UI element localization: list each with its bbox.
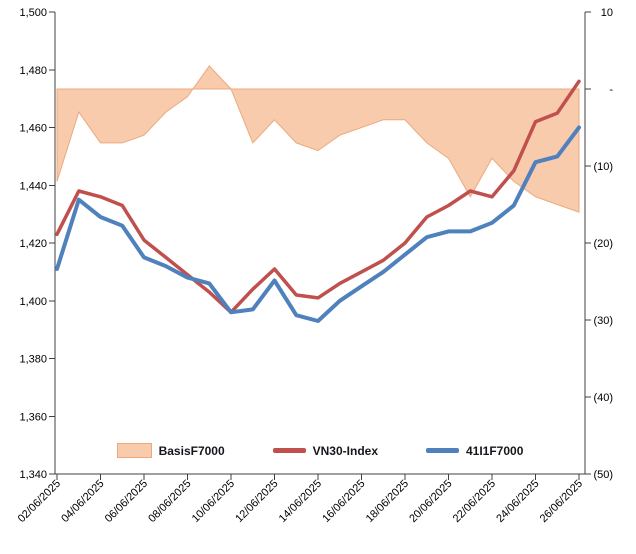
x-axis-label: 10/06/2025: [190, 478, 237, 525]
vn30-line-swatch: [272, 448, 306, 453]
x-axis-label: 26/06/2025: [538, 478, 585, 525]
x-axis-label: 02/06/2025: [16, 478, 63, 525]
right-axis-label: (50): [593, 469, 613, 481]
41i1f7000-line-series: [55, 125, 581, 323]
left-axis-label: 1,380: [19, 354, 47, 366]
chart-legend: BasisF7000 VN30-Index 41I1F7000: [55, 443, 585, 458]
left-axis-label: 1,420: [19, 238, 47, 250]
right-axis-label: (10): [593, 161, 613, 173]
x-axis-label: 14/06/2025: [277, 478, 324, 525]
left-axis-label: 1,400: [19, 296, 47, 308]
legend-label-vn30-index: VN30-Index: [312, 443, 378, 458]
right-axis-label: 10: [601, 7, 613, 19]
legend-item-41i1f7000: 41I1F7000: [426, 444, 523, 458]
left-axis-label: 1,500: [19, 7, 47, 19]
legend-label-41i1f7000: 41I1F7000: [466, 443, 524, 458]
x-axis-label: 06/06/2025: [103, 478, 150, 525]
x-axis-label: 18/06/2025: [364, 478, 411, 525]
basis-area-series: [56, 65, 580, 213]
left-axis-label: 1,340: [19, 469, 47, 481]
x-axis-label: 16/06/2025: [320, 478, 367, 525]
legend-item-basisf7000: BasisF7000: [116, 443, 225, 458]
basis-area-swatch: [116, 443, 152, 458]
x-axis-label: 24/06/2025: [494, 478, 541, 525]
x-axis-label: 12/06/2025: [233, 478, 280, 525]
futures-line-swatch: [426, 448, 459, 453]
left-axis-label: 1,460: [19, 123, 47, 135]
left-axis-label: 1,440: [19, 180, 47, 192]
x-axis-label: 20/06/2025: [407, 478, 454, 525]
right-axis-label: -: [609, 84, 613, 96]
right-axis-label: (20): [593, 238, 613, 250]
left-axis-label: 1,480: [19, 65, 47, 77]
x-axis-label: 08/06/2025: [146, 478, 193, 525]
left-axis-label: 1,360: [19, 411, 47, 423]
legend-item-vn30-index: VN30-Index: [272, 443, 378, 458]
right-axis-label: (40): [593, 392, 613, 404]
x-axis-label: 04/06/2025: [59, 478, 106, 525]
vn30-index-line-series: [55, 79, 581, 315]
x-axis-label: 22/06/2025: [451, 478, 498, 525]
right-axis-label: (30): [593, 315, 613, 327]
legend-label-basisf7000: BasisF7000: [158, 443, 225, 458]
